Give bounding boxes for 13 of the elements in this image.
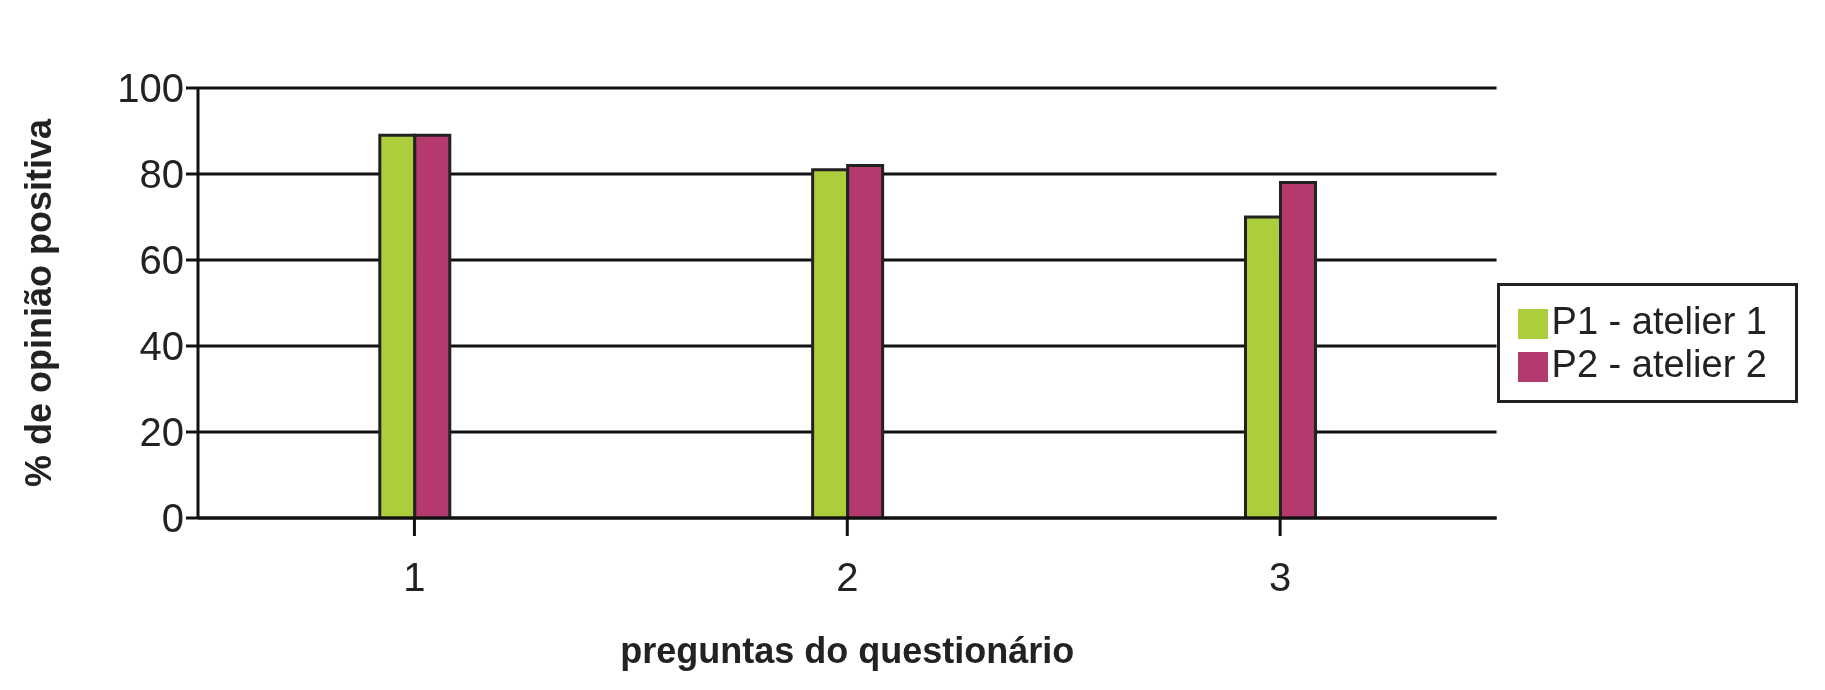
y-tick-label: 100 (117, 66, 184, 111)
y-tick-label: 0 (161, 496, 184, 541)
x-tick-label: 1 (403, 555, 426, 600)
y-tick-label: 80 (139, 152, 184, 197)
legend-label: P2 - atelier 2 (1551, 343, 1767, 385)
y-tick-label: 20 (139, 410, 184, 455)
x-tick-label: 3 (1269, 555, 1292, 600)
y-tick-label: 60 (139, 238, 184, 283)
legend-label: P1 - atelier 1 (1551, 300, 1767, 342)
y-tick-label: 40 (139, 324, 184, 369)
x-tick-label: 2 (836, 555, 859, 600)
y-axis-title: % de opinião positiva (17, 118, 59, 488)
x-axis-title: preguntas do questionário (620, 630, 1075, 671)
